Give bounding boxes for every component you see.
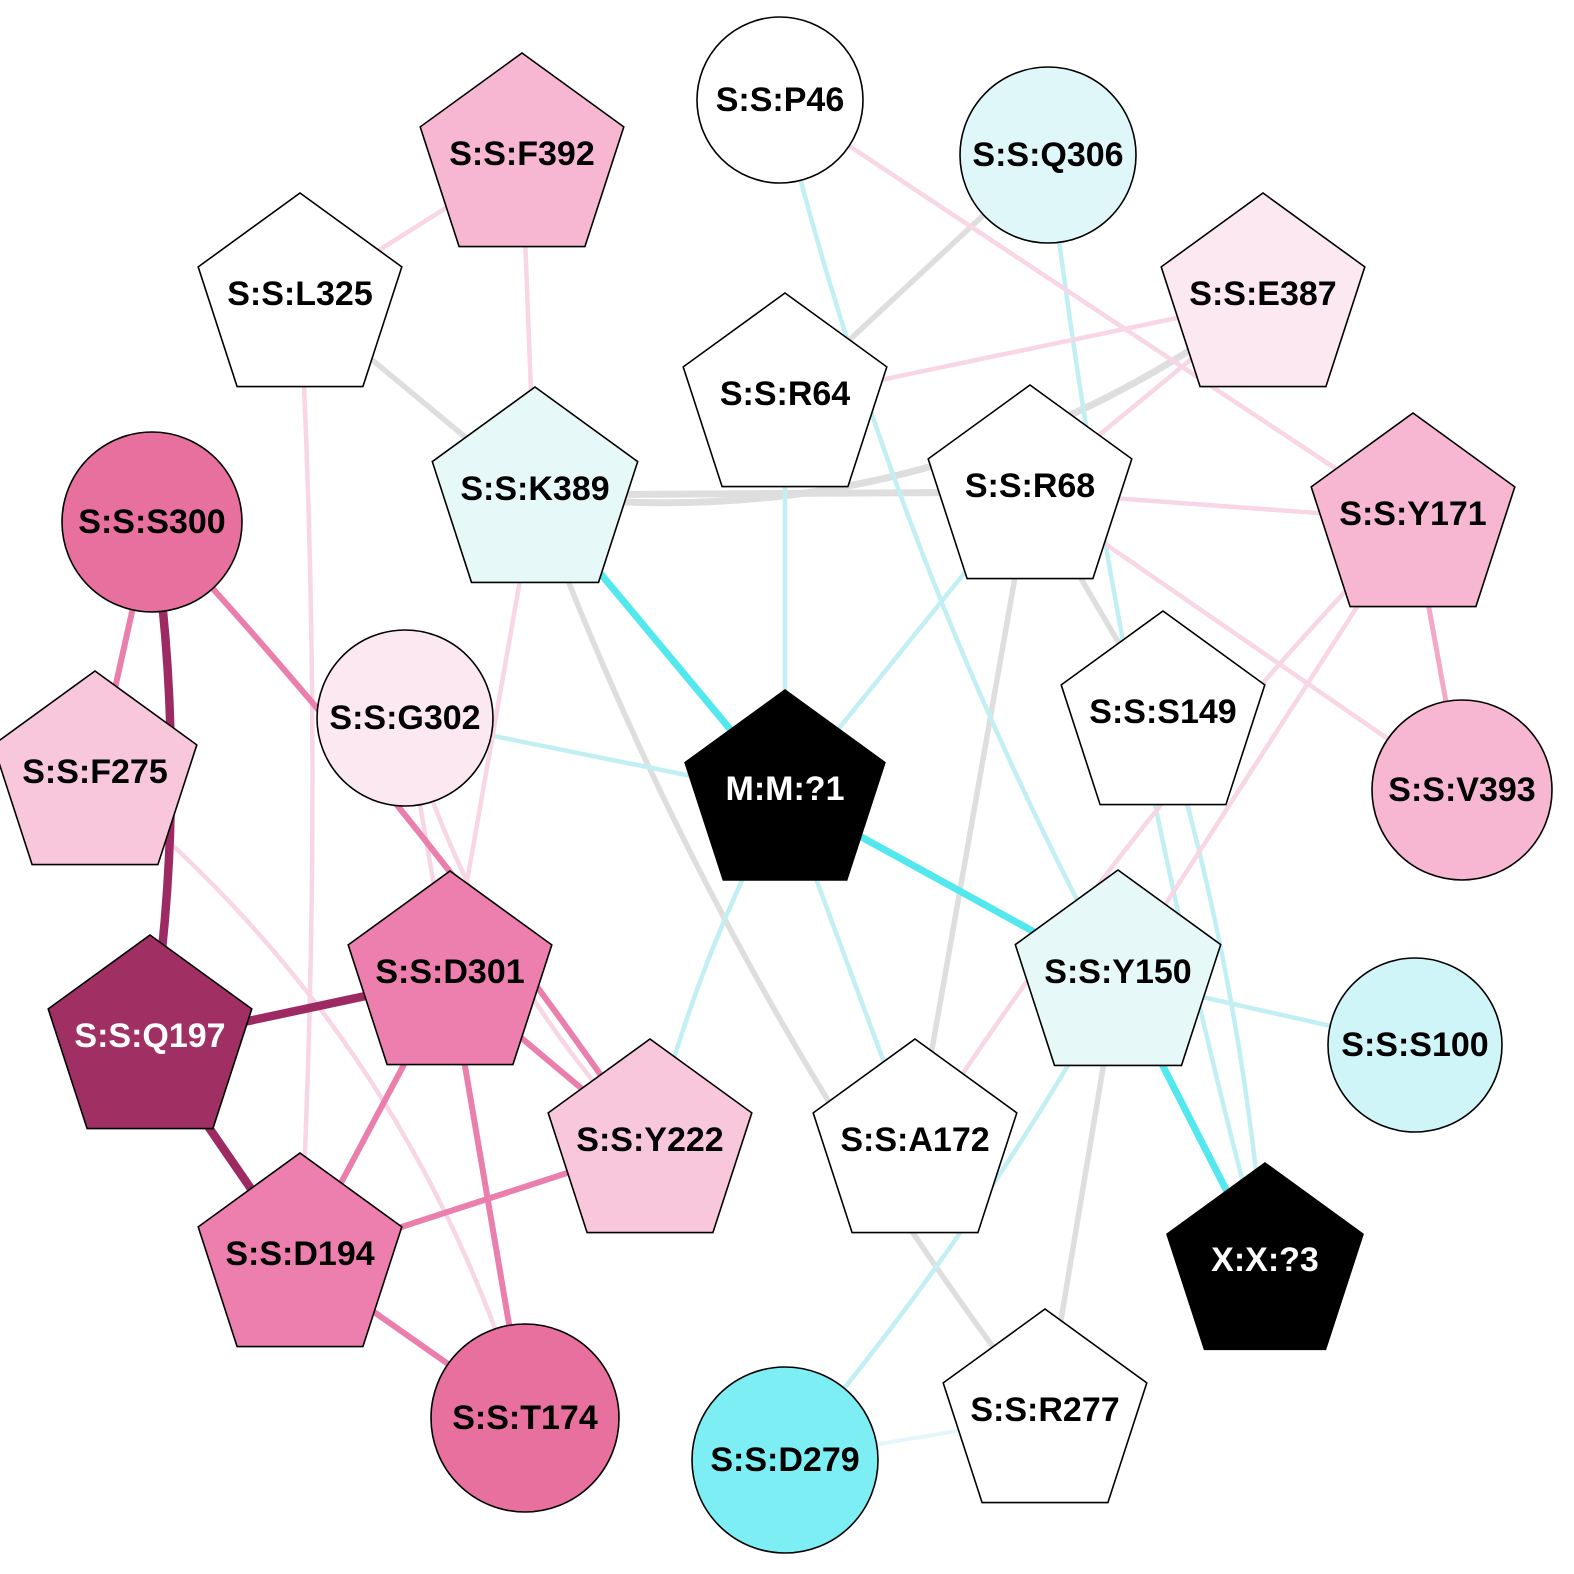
node-A172[interactable] <box>812 1038 1018 1234</box>
node-E387[interactable] <box>1160 192 1366 388</box>
node-X3[interactable] <box>1166 1162 1364 1351</box>
node-T174[interactable] <box>430 1323 620 1513</box>
node-Y222[interactable] <box>547 1038 753 1234</box>
node-D279[interactable] <box>691 1366 879 1554</box>
node-Y171[interactable] <box>1310 412 1516 608</box>
node-D301[interactable] <box>347 870 553 1066</box>
node-D194[interactable] <box>197 1152 403 1348</box>
node-M1[interactable] <box>684 689 886 881</box>
node-F275[interactable] <box>0 670 198 866</box>
node-F392[interactable] <box>419 52 625 248</box>
node-S149[interactable] <box>1060 610 1266 806</box>
node-S100[interactable] <box>1327 957 1503 1133</box>
node-R277[interactable] <box>942 1308 1148 1504</box>
node-Q306[interactable] <box>959 66 1137 244</box>
node-V393[interactable] <box>1371 699 1553 881</box>
edge-R68-A172 <box>912 489 1033 1149</box>
node-P46[interactable] <box>696 16 864 184</box>
edge-K389-E387 <box>531 296 1267 507</box>
nodes-layer <box>0 16 1553 1554</box>
edge-Y171-A172 <box>912 517 1416 1149</box>
edge-K389-R277 <box>532 492 1048 1419</box>
node-K389[interactable] <box>431 386 639 584</box>
node-R68[interactable] <box>927 384 1133 580</box>
node-Y150[interactable] <box>1014 869 1222 1067</box>
edge-L325-D194 <box>297 297 315 1263</box>
edge-F275-T174 <box>92 775 528 1421</box>
edge-P46-Y171 <box>777 97 1416 523</box>
node-R64[interactable] <box>682 292 888 488</box>
node-S300[interactable] <box>61 431 243 613</box>
node-L325[interactable] <box>197 192 403 388</box>
edge-P46-Y150 <box>777 97 1121 981</box>
edge-S300-Y222 <box>149 519 653 1149</box>
node-G302[interactable] <box>316 629 494 807</box>
node-Q197[interactable] <box>47 934 253 1130</box>
